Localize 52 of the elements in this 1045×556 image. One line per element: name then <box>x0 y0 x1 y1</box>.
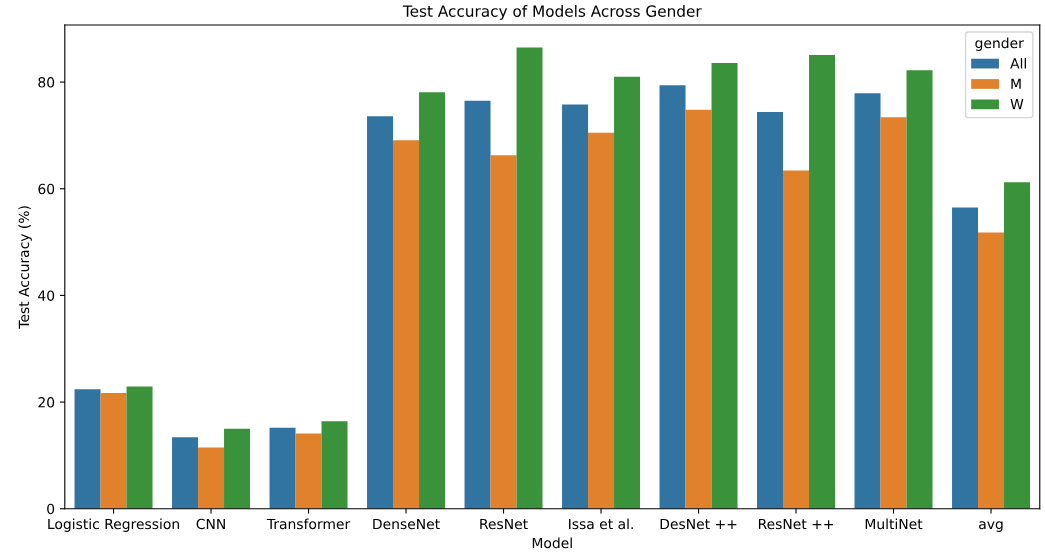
bar <box>464 100 491 509</box>
bar <box>224 428 251 509</box>
y-axis-title: Test Accuracy (%) <box>18 206 32 329</box>
bar <box>854 93 881 509</box>
bar <box>516 47 543 509</box>
bar <box>321 421 348 509</box>
y-tick-label: 40 <box>38 290 55 301</box>
x-tick-label: ResNet <box>480 518 528 530</box>
bar <box>126 386 153 509</box>
y-tick-label: 0 <box>47 503 55 515</box>
x-tick-label: ResNet ++ <box>758 518 833 530</box>
bar <box>757 111 784 509</box>
bar <box>588 132 615 509</box>
bar <box>198 447 225 509</box>
bar <box>295 433 322 509</box>
bar <box>74 389 101 509</box>
bar <box>783 170 810 509</box>
bar <box>978 232 1005 509</box>
x-tick-label: avg <box>979 521 1003 532</box>
y-tick-label: 60 <box>38 183 55 195</box>
y-tick-label: 20 <box>38 397 55 408</box>
bar <box>100 393 127 509</box>
bar <box>906 70 933 509</box>
bar <box>1004 182 1031 509</box>
bar <box>809 54 836 509</box>
x-tick-label: DesNet ++ <box>660 518 737 530</box>
bar <box>490 155 517 509</box>
bar <box>952 207 979 509</box>
x-tick-label: DenseNet <box>373 518 440 530</box>
bar <box>711 62 738 509</box>
x-tick-label: MultiNet <box>865 518 923 530</box>
bar <box>269 427 296 509</box>
legend-label: All <box>1010 57 1026 69</box>
bar <box>659 85 686 509</box>
bar <box>172 437 199 509</box>
x-tick-label: Issa et al. <box>569 518 633 530</box>
bar <box>419 92 446 509</box>
legend-label: M <box>1011 78 1021 89</box>
bar <box>614 76 641 509</box>
bar <box>685 109 712 509</box>
chart-title: Test Accuracy of Models Across Gender <box>402 5 702 20</box>
legend-title: gender <box>975 37 1024 51</box>
bar <box>393 140 420 509</box>
x-tick-label: CNN <box>196 518 225 530</box>
legend-label: W <box>1010 99 1024 110</box>
x-tick-label: Logistic Regression <box>48 518 179 532</box>
x-tick-label: Transformer <box>266 518 351 530</box>
bar <box>562 104 589 509</box>
bar <box>880 117 907 509</box>
x-axis-title: Model <box>532 537 572 549</box>
y-tick-label: 80 <box>38 77 55 88</box>
bar <box>367 116 394 509</box>
